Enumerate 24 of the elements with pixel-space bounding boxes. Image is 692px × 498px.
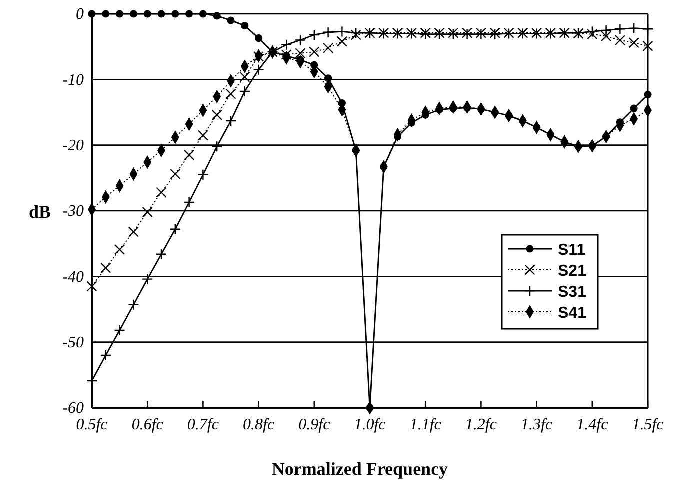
legend-label: S21 — [558, 263, 587, 280]
y-tick-label: -50 — [62, 334, 84, 352]
x-tick-label: 0.6fc — [132, 416, 164, 434]
legend-label: S41 — [558, 305, 587, 322]
x-tick-label: 1.4fc — [576, 416, 608, 434]
x-tick-label: 1.5fc — [632, 416, 664, 434]
y-axis-title: dB — [28, 202, 52, 222]
y-tick-label: -30 — [62, 203, 84, 220]
y-tick-label: -40 — [62, 268, 84, 286]
x-axis-title: Normalized Frequency — [272, 459, 448, 479]
x-tick-label: 0.7fc — [187, 416, 219, 434]
x-tick-label: 1.2fc — [465, 416, 497, 434]
x-tick-label: 0.8fc — [243, 416, 275, 434]
y-tick-label: 0 — [76, 6, 84, 24]
x-tick-label: 1.1fc — [410, 416, 442, 434]
x-tick-label: 1.3fc — [521, 416, 553, 434]
y-tick-label: -20 — [62, 137, 84, 154]
legend-label: S11 — [558, 242, 586, 259]
y-tick-label: -60 — [62, 400, 84, 418]
legend-label: S31 — [558, 284, 587, 301]
x-tick-label: 0.5fc — [76, 416, 108, 434]
y-tick-label: -10 — [62, 72, 84, 89]
x-tick-label: 0.9fc — [298, 416, 330, 434]
x-tick-label: 1.0fc — [354, 416, 386, 434]
